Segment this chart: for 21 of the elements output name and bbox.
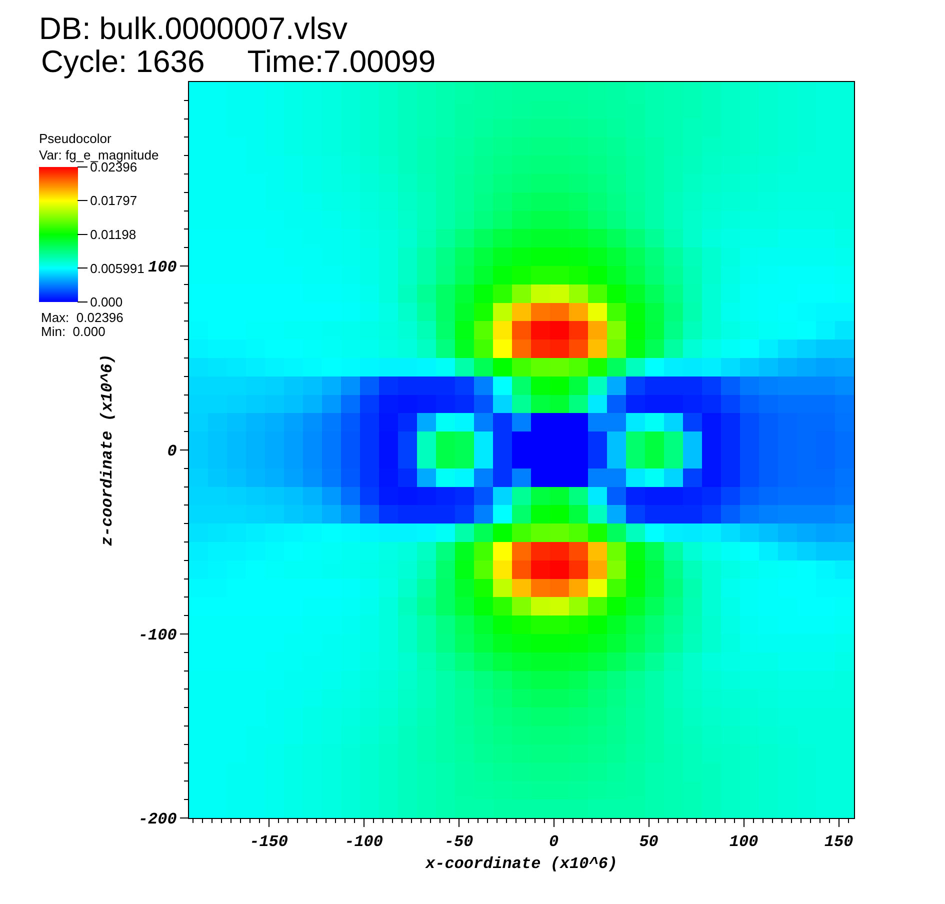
x-tick-label: -50 — [444, 833, 474, 852]
color-bar-label: 0.01198 — [90, 227, 136, 242]
color-bar-label: 0.000 — [90, 294, 123, 310]
chart-title: DB: bulk.0000007.vlsv — [39, 10, 348, 46]
x-tick-label: -150 — [250, 833, 288, 852]
x-tick-label: -100 — [344, 833, 384, 852]
x-tick-label: 100 — [729, 833, 759, 852]
y-axis-title: z-coordinate (x10^6) — [98, 354, 116, 546]
chart-subtitle: Cycle: 1636 Time:7.00099 — [41, 44, 436, 79]
y-tick-label: -100 — [138, 626, 178, 645]
y-tick-label: 100 — [148, 258, 178, 277]
color-bar-label: 0.01797 — [90, 193, 138, 208]
color-bar-label: 0.005991 — [90, 260, 144, 276]
text: Min: 0.000 — [41, 324, 106, 339]
x-tick-label: 50 — [639, 833, 659, 852]
y-tick-label: -200 — [138, 810, 178, 829]
x-axis-title: x-coordinate (x10^6) — [424, 854, 618, 873]
text: Max: 0.02396 — [41, 310, 124, 325]
y-tick-label: 0 — [167, 442, 178, 461]
x-tick-label: 150 — [824, 833, 854, 852]
x-tick-label: 0 — [548, 833, 559, 852]
